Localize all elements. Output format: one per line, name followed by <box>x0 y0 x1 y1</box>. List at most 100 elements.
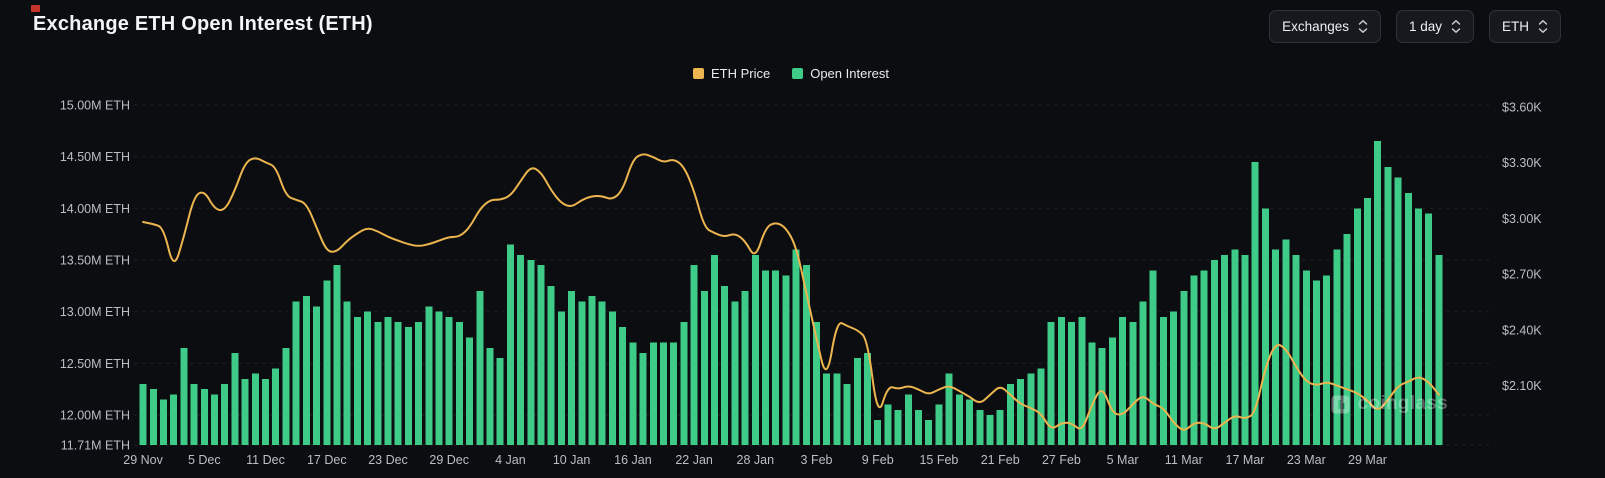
oi-bar <box>864 353 871 445</box>
right-axis-label: $2.40K <box>1502 323 1542 337</box>
eth-price-legend-label: ETH Price <box>710 66 771 81</box>
x-axis-label: 22 Jan <box>675 453 713 467</box>
chart-controls: Exchanges 1 day ETH <box>1269 10 1561 43</box>
oi-bar <box>1017 378 1025 445</box>
oi-bar <box>1027 373 1035 445</box>
oi-bar <box>1261 208 1269 445</box>
x-axis-label: 15 Feb <box>919 453 958 467</box>
oi-bar <box>1313 280 1320 445</box>
oi-bar <box>792 249 800 445</box>
x-axis-label: 23 Mar <box>1287 453 1326 467</box>
legend-item-open-interest[interactable]: Open Interest <box>792 66 889 81</box>
oi-bar <box>313 306 321 445</box>
oi-bar <box>1078 316 1086 445</box>
oi-bar <box>680 322 688 445</box>
oi-bar <box>731 301 739 445</box>
oi-bar <box>925 420 933 445</box>
oi-bar <box>302 296 310 445</box>
oi-bar <box>200 389 208 445</box>
oi-bar <box>853 358 861 445</box>
oi-bar <box>435 311 443 445</box>
updown-chevron-icon <box>1358 20 1368 33</box>
oi-bar <box>711 254 718 445</box>
oi-bar <box>190 384 198 445</box>
oi-bar <box>496 358 504 445</box>
oi-bar <box>231 353 239 445</box>
oi-bar <box>1231 249 1239 445</box>
oi-bar <box>945 373 953 445</box>
oi-bar <box>578 301 586 445</box>
oi-bar <box>353 316 361 445</box>
oi-bar <box>608 311 616 445</box>
oi-bar <box>404 327 412 445</box>
oi-bar <box>282 347 290 445</box>
oi-bar <box>1384 167 1392 445</box>
left-axis-label: 15.00M ETH <box>60 99 130 113</box>
oi-bar <box>751 254 759 445</box>
oi-bar <box>629 342 637 445</box>
oi-bar <box>466 337 474 445</box>
oi-bar <box>833 373 841 445</box>
oi-bar <box>1394 177 1402 446</box>
x-axis-label: 29 Mar <box>1348 453 1387 467</box>
oi-bar <box>445 316 453 445</box>
oi-bar <box>598 301 606 445</box>
x-axis-label: 29 Dec <box>429 453 469 467</box>
x-axis-label: 5 Mar <box>1107 453 1139 467</box>
oi-bar <box>1098 347 1106 445</box>
oi-bar <box>557 311 565 445</box>
oi-bar <box>986 415 994 445</box>
interval-select[interactable]: 1 day <box>1395 10 1474 43</box>
right-axis-label: $2.70K <box>1502 268 1542 282</box>
oi-bar <box>1251 161 1259 446</box>
left-axis-label: 12.00M ETH <box>60 409 130 423</box>
x-axis-label: 3 Feb <box>801 453 833 467</box>
oi-bar <box>272 368 280 445</box>
oi-bar <box>843 384 851 445</box>
oi-bar <box>241 378 249 445</box>
oi-bar <box>690 265 698 445</box>
oi-bar <box>782 275 790 445</box>
oi-bar <box>1047 322 1055 445</box>
oi-bar <box>1108 337 1116 445</box>
unit-select[interactable]: ETH <box>1489 10 1561 43</box>
oi-bar <box>211 394 218 445</box>
oi-bar <box>996 409 1004 445</box>
right-axis-label: $2.10K <box>1502 379 1542 393</box>
oi-bar <box>333 265 341 445</box>
oi-bar <box>639 353 647 445</box>
exchanges-select[interactable]: Exchanges <box>1269 10 1381 43</box>
oi-bar <box>1323 275 1331 445</box>
x-axis-label: 17 Mar <box>1226 453 1265 467</box>
right-axis-label: $3.60K <box>1502 100 1542 114</box>
oi-bar <box>935 404 943 445</box>
oi-bar <box>1057 316 1065 445</box>
left-axis-label: 14.00M ETH <box>60 202 130 216</box>
x-axis-label: 4 Jan <box>495 453 526 467</box>
oi-bar <box>588 296 596 445</box>
oi-bar <box>568 291 576 445</box>
x-axis-label: 9 Feb <box>862 453 894 467</box>
x-axis-label: 5 Dec <box>188 453 221 467</box>
updown-chevron-icon <box>1538 20 1548 33</box>
oi-bar <box>1425 213 1433 445</box>
oi-bar <box>1190 275 1198 445</box>
x-axis-label: 16 Jan <box>614 453 652 467</box>
price-line <box>142 153 1440 431</box>
oi-bar <box>1068 322 1076 445</box>
legend-item-eth-price[interactable]: ETH Price <box>692 66 771 81</box>
oi-bar <box>149 389 157 445</box>
open-interest-legend-label: Open Interest <box>810 66 889 81</box>
oi-bar <box>170 394 178 445</box>
oi-bar <box>476 291 484 445</box>
oi-bar <box>1374 141 1382 445</box>
oi-bar <box>772 270 780 445</box>
x-axis-label: 28 Jan <box>737 453 775 467</box>
oi-bar <box>1404 192 1412 445</box>
exchanges-select-label: Exchanges <box>1282 19 1349 34</box>
oi-bar <box>415 322 423 445</box>
oi-bar <box>160 399 167 445</box>
oi-bar <box>1149 270 1157 445</box>
